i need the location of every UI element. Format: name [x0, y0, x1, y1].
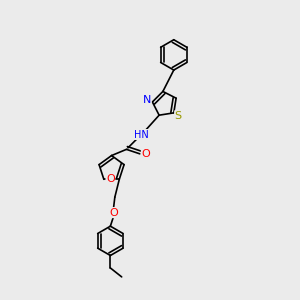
- Text: O: O: [106, 174, 115, 184]
- Text: S: S: [175, 111, 182, 121]
- Text: O: O: [109, 208, 118, 218]
- Text: N: N: [143, 95, 151, 106]
- Text: HN: HN: [134, 130, 149, 140]
- Text: O: O: [141, 149, 150, 159]
